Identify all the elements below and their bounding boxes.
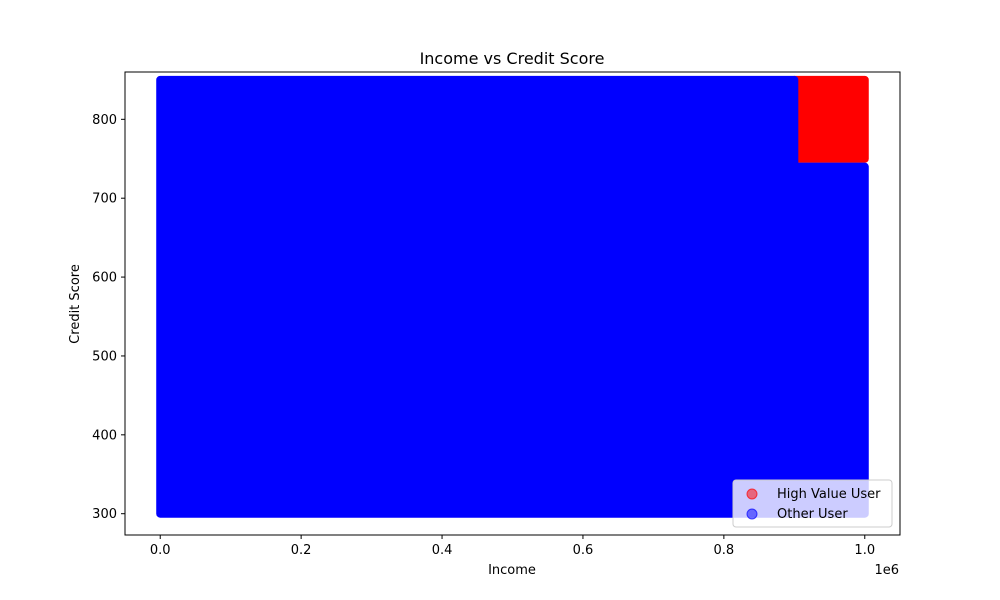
y-tick-label: 700: [92, 192, 117, 207]
y-tick-label: 500: [92, 349, 117, 364]
x-tick-label: 0.0: [150, 543, 171, 558]
x-axis-label: Income: [488, 563, 536, 578]
legend-label-other-user: Other User: [777, 507, 848, 522]
scatter-region-other-user-1: [790, 162, 869, 518]
legend-marker-high-value-user: [746, 488, 758, 500]
y-tick-label: 600: [92, 271, 117, 286]
x-tick-label: 0.2: [291, 543, 312, 558]
y-tick-label: 400: [92, 428, 117, 443]
y-tick-label: 800: [92, 113, 117, 128]
y-tick-label: 300: [92, 507, 117, 522]
x-axis-offset-label: 1e6: [874, 563, 899, 578]
legend: High Value User Other User: [732, 479, 893, 528]
legend-marker-other-user: [746, 508, 758, 520]
y-axis-label: Credit Score: [68, 264, 83, 344]
scatter-marks: [156, 75, 869, 518]
x-tick-label: 0.8: [714, 543, 735, 558]
scatter-region-other-user-0: [156, 75, 799, 518]
y-axis-ticks: 300 400 500 600 700 800: [92, 113, 125, 522]
legend-label-high-value-user: High Value User: [777, 487, 881, 502]
scatter-region-high-value-user-0: [790, 75, 869, 163]
x-tick-label: 1.0: [854, 543, 875, 558]
x-tick-label: 0.4: [432, 543, 453, 558]
x-tick-label: 0.6: [573, 543, 594, 558]
chart-title: Income vs Credit Score: [420, 49, 605, 68]
plot-frame: [124, 71, 901, 536]
legend-frame: [732, 479, 893, 528]
x-axis-ticks: 0.0 0.2 0.4 0.6 0.8 1.0: [150, 535, 875, 558]
